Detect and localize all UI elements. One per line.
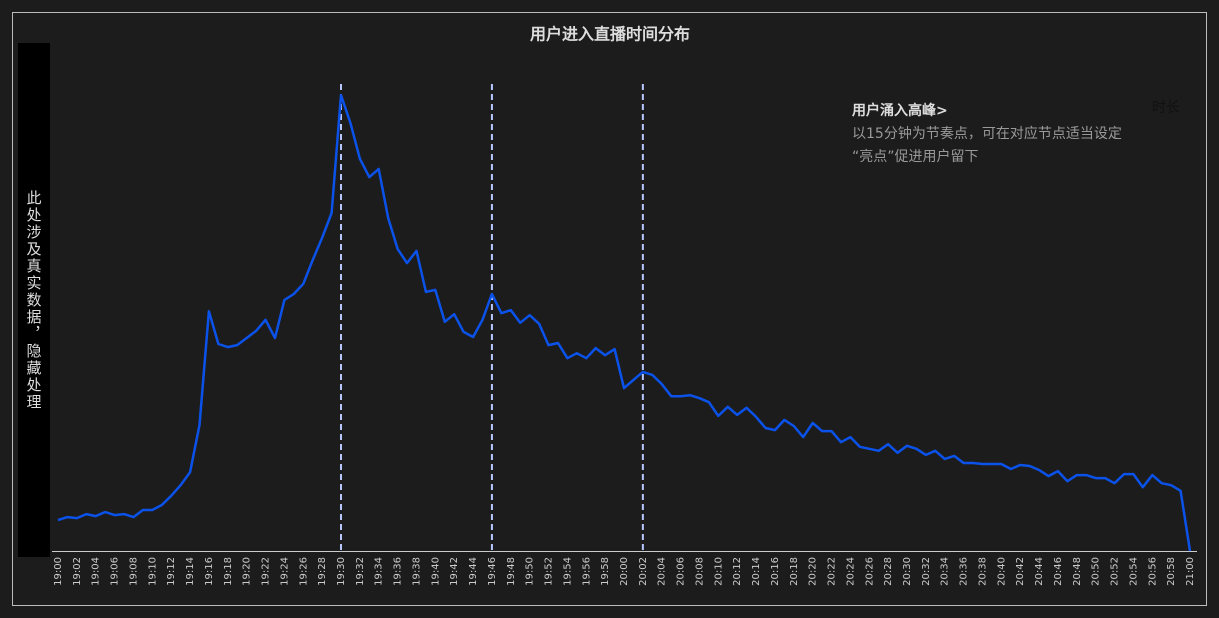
x-tick-label: 20:02	[638, 557, 649, 586]
x-tick-label: 19:02	[72, 557, 83, 586]
x-tick-label: 19:50	[525, 557, 536, 586]
x-tick-label: 19:10	[147, 557, 158, 586]
x-tick-label: 19:52	[544, 557, 555, 586]
x-tick-label: 20:28	[883, 557, 894, 586]
x-tick-label: 19:36	[393, 557, 404, 586]
x-tick-label: 19:16	[204, 557, 215, 586]
border	[12, 12, 1207, 606]
x-tick-label: 19:44	[468, 557, 479, 586]
x-tick-label: 20:16	[770, 557, 781, 586]
line	[57, 93, 1192, 552]
x-tick-label: 20:40	[996, 557, 1007, 586]
x-tick-label: 19:18	[223, 557, 234, 586]
x-tick-label: 20:36	[959, 557, 970, 586]
x-tick-label: 20:58	[1166, 557, 1177, 586]
x-tick-label: 20:10	[713, 557, 724, 586]
x-tick-label: 20:18	[789, 557, 800, 586]
side-label: 此处涉及真实数据，隐藏处理	[18, 43, 50, 557]
legend-text: 时长	[1152, 100, 1180, 116]
x-tick-label: 20:06	[676, 557, 687, 586]
x-tick-label: 19:28	[317, 557, 328, 586]
x-tick-label: 20:24	[845, 557, 856, 586]
x-tick-label: 20:38	[977, 557, 988, 586]
x-tick-label: 20:12	[732, 557, 743, 586]
annotation-line: “亮点”促进用户留下	[852, 148, 979, 165]
x-tick-label: 20:32	[921, 557, 932, 586]
x-tick-label: 21:00	[1185, 557, 1196, 586]
x-tick-label: 19:32	[355, 557, 366, 586]
x-tick-label: 20:20	[808, 557, 819, 586]
x-tick-label: 20:44	[1034, 557, 1045, 586]
x-tick-label: 20:56	[1147, 557, 1158, 586]
x-tick-label: 19:04	[91, 557, 102, 586]
x-tick-label: 20:48	[1072, 557, 1083, 586]
annotation-line: 以15分钟为节奏点，可在对应节点适当设定	[852, 125, 1122, 142]
x-tick-label: 19:42	[449, 557, 460, 586]
x-tick-label: 19:48	[506, 557, 517, 586]
x-tick-label: 20:54	[1128, 557, 1139, 586]
x-tick-label: 20:30	[902, 557, 913, 586]
x-tick-label: 20:14	[751, 557, 762, 586]
annotation-title: 用户涌入高峰>	[852, 102, 948, 119]
x-tick-label: 19:54	[562, 557, 573, 586]
x-tick-label: 19:40	[430, 557, 441, 586]
x-tick-label: 19:34	[374, 557, 385, 586]
chart-title: 用户进入直播时间分布	[530, 25, 690, 44]
x-tick-label: 19:06	[110, 557, 121, 586]
x-tick-label: 20:46	[1053, 557, 1064, 586]
x-tick-label: 20:26	[864, 557, 875, 586]
x-tick-label: 19:26	[298, 557, 309, 586]
x-tick-label: 19:12	[166, 557, 177, 586]
x-tick-label: 20:22	[827, 557, 838, 586]
x-tick-label: 19:22	[261, 557, 272, 586]
x-tick-label: 19:14	[185, 557, 196, 586]
x-tick-label: 19:08	[128, 557, 139, 586]
x-tick-label: 20:00	[619, 557, 630, 586]
x-tick-label: 19:30	[336, 557, 347, 586]
x-tick-label: 20:04	[657, 557, 668, 586]
x-tick-label: 20:50	[1091, 557, 1102, 586]
x-tick-label: 19:56	[581, 557, 592, 586]
x-tick-label: 20:42	[1015, 557, 1026, 586]
x-tick-label: 20:34	[940, 557, 951, 586]
x-tick-label: 19:24	[279, 557, 290, 586]
x-tick-label: 20:08	[694, 557, 705, 586]
x-tick-label: 19:58	[600, 557, 611, 586]
x-tick-label: 19:38	[411, 557, 422, 586]
x-tick-label: 19:46	[487, 557, 498, 586]
x-tick-label: 19:20	[242, 557, 253, 586]
x-tick-label: 20:52	[1110, 557, 1121, 586]
x-tick-label: 19:00	[53, 557, 64, 586]
